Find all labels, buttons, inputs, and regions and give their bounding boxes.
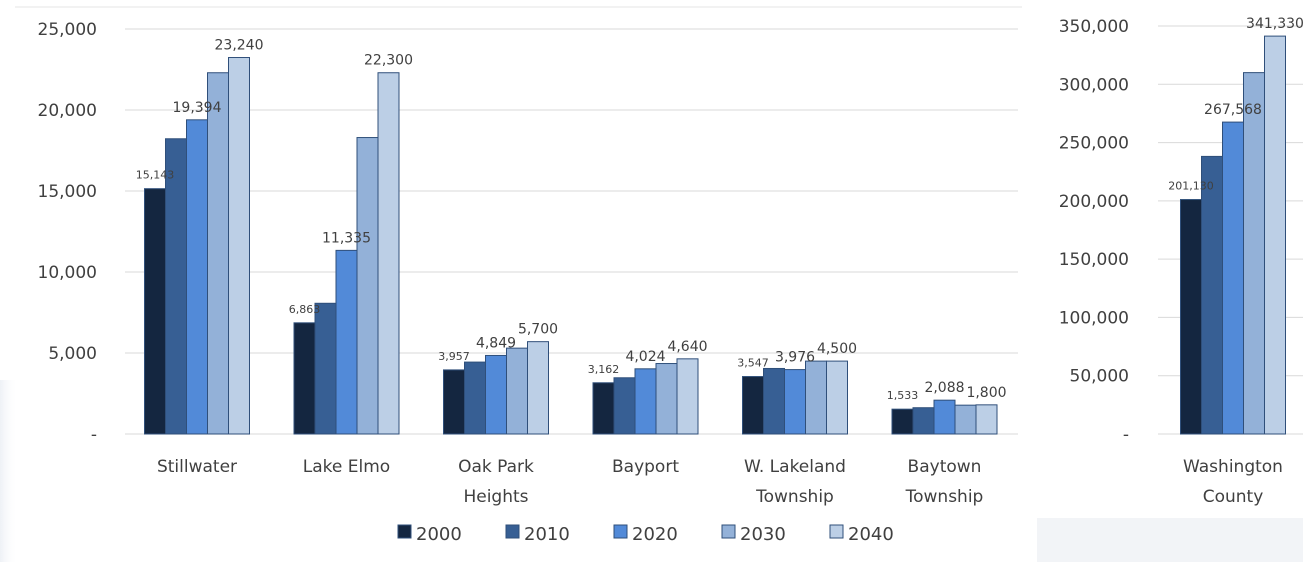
legend-label-2040: 2040 bbox=[848, 524, 894, 545]
category-label: Stillwater bbox=[157, 457, 237, 477]
bar-lake-elmo-2010 bbox=[314, 302, 337, 435]
y-tick-label: - bbox=[91, 425, 97, 445]
bar-stillwater-2000 bbox=[144, 188, 166, 435]
bar-stillwater-2020 bbox=[186, 119, 208, 435]
bar-w-lakeland-township-2030 bbox=[805, 360, 827, 435]
bar-w-lakeland-township-2000 bbox=[742, 376, 764, 435]
y-tick-label: 10,000 bbox=[38, 263, 97, 283]
legend-label-2030: 2030 bbox=[740, 524, 786, 545]
left-edge-shading bbox=[0, 380, 18, 562]
y-tick-label: 5,000 bbox=[48, 344, 97, 364]
bar-washington-county-2040 bbox=[1264, 35, 1286, 435]
y-tick-label: - bbox=[1123, 425, 1129, 445]
data-label: 267,568 bbox=[1204, 102, 1262, 118]
data-label: 3,957 bbox=[438, 350, 470, 363]
bar-oak-park-heights-2020 bbox=[485, 354, 507, 435]
category-label: Heights bbox=[463, 487, 528, 507]
legend-label-2000: 2000 bbox=[416, 524, 462, 545]
bar-bayport-2030 bbox=[655, 363, 678, 435]
data-label: 1,800 bbox=[966, 385, 1006, 401]
category-label: Washington bbox=[1183, 457, 1283, 477]
bar-bayport-2010 bbox=[613, 377, 636, 435]
bar-stillwater-2040 bbox=[228, 57, 250, 435]
y-tick-label: 250,000 bbox=[1059, 134, 1129, 154]
y-tick-label: 25,000 bbox=[38, 20, 97, 40]
data-label: 3,976 bbox=[775, 350, 815, 366]
bar-lake-elmo-2000 bbox=[293, 322, 316, 435]
data-label: 5,700 bbox=[518, 322, 558, 338]
bar-stillwater-2030 bbox=[207, 72, 229, 435]
bar-w-lakeland-township-2040 bbox=[826, 360, 848, 435]
data-label: 2,088 bbox=[924, 380, 964, 396]
data-label: 6,863 bbox=[289, 303, 321, 316]
y-tick-label: 100,000 bbox=[1059, 308, 1129, 328]
bar-baytown-township-2010 bbox=[912, 407, 935, 435]
y-tick-label: 200,000 bbox=[1059, 192, 1129, 212]
legend-label-2020: 2020 bbox=[632, 524, 678, 545]
bar-lake-elmo-2040 bbox=[377, 72, 400, 435]
legend-swatch-2010 bbox=[505, 524, 520, 539]
category-label: W. Lakeland bbox=[744, 457, 846, 477]
bar-w-lakeland-township-2020 bbox=[784, 369, 806, 435]
bar-stillwater-2010 bbox=[165, 138, 187, 435]
category-label: Oak Park bbox=[458, 457, 534, 477]
y-tick-label: 50,000 bbox=[1070, 367, 1129, 387]
bar-oak-park-heights-2010 bbox=[464, 361, 486, 435]
bar-w-lakeland-township-2010 bbox=[763, 367, 785, 435]
bar-lake-elmo-2030 bbox=[356, 137, 379, 435]
data-label: 201,130 bbox=[1168, 180, 1214, 193]
bottom-right-panel bbox=[1037, 518, 1303, 562]
legend: 2000 2010 2020 2030 2040 bbox=[397, 524, 894, 545]
category-label: County bbox=[1203, 487, 1264, 507]
data-label: 15,143 bbox=[136, 169, 175, 182]
legend-label-2010: 2010 bbox=[524, 524, 570, 545]
bar-bayport-2000 bbox=[592, 382, 615, 435]
bar-baytown-township-2040 bbox=[975, 404, 998, 435]
legend-swatch-2040 bbox=[829, 524, 844, 539]
category-label: Lake Elmo bbox=[303, 457, 390, 477]
municipal-chart: - 5,000 10,000 15,000 20,000 25,000 Stillwater… bbox=[38, 20, 1018, 507]
county-chart: - 50,000 100,000 150,000 200,000 250,000 300,0… bbox=[1059, 16, 1303, 507]
legend-swatch-2000 bbox=[397, 524, 412, 539]
y-tick-label: 150,000 bbox=[1059, 250, 1129, 270]
category-label: Township bbox=[905, 487, 984, 507]
bar-washington-county-2010 bbox=[1201, 155, 1223, 435]
y-tick-label: 15,000 bbox=[38, 182, 97, 202]
data-label: 4,024 bbox=[625, 349, 665, 365]
data-label: 4,849 bbox=[476, 335, 516, 351]
y-tick-label: 20,000 bbox=[38, 101, 97, 121]
category-label: Baytown bbox=[908, 457, 982, 477]
data-label: 3,547 bbox=[737, 357, 769, 370]
bar-oak-park-heights-2030 bbox=[506, 347, 528, 435]
category-label: Bayport bbox=[612, 457, 679, 477]
legend-swatch-2030 bbox=[721, 524, 736, 539]
bar-oak-park-heights-2040 bbox=[527, 341, 549, 435]
y-tick-label: 350,000 bbox=[1059, 17, 1129, 37]
data-label: 3,162 bbox=[588, 363, 620, 376]
category-label: Township bbox=[755, 487, 834, 507]
bar-oak-park-heights-2000 bbox=[443, 369, 465, 435]
bar-bayport-2020 bbox=[634, 368, 657, 435]
data-label: 1,533 bbox=[887, 389, 919, 402]
data-label: 23,240 bbox=[215, 38, 264, 54]
data-label: 11,335 bbox=[322, 230, 371, 246]
bar-baytown-township-2000 bbox=[891, 408, 914, 435]
bar-baytown-township-2020 bbox=[933, 399, 956, 435]
bar-washington-county-2020 bbox=[1222, 121, 1244, 435]
data-label: 22,300 bbox=[364, 53, 413, 69]
data-label: 4,500 bbox=[817, 341, 857, 357]
data-label: 4,640 bbox=[667, 339, 707, 355]
data-label: 341,330 bbox=[1246, 16, 1303, 32]
y-tick-label: 300,000 bbox=[1059, 75, 1129, 95]
bar-washington-county-2000 bbox=[1180, 199, 1202, 435]
bar-baytown-township-2030 bbox=[954, 404, 977, 435]
bar-lake-elmo-2020 bbox=[335, 249, 358, 435]
data-label: 19,394 bbox=[173, 100, 222, 116]
bar-bayport-2040 bbox=[676, 358, 699, 435]
bar-washington-county-2030 bbox=[1243, 72, 1265, 435]
legend-swatch-2020 bbox=[613, 524, 628, 539]
